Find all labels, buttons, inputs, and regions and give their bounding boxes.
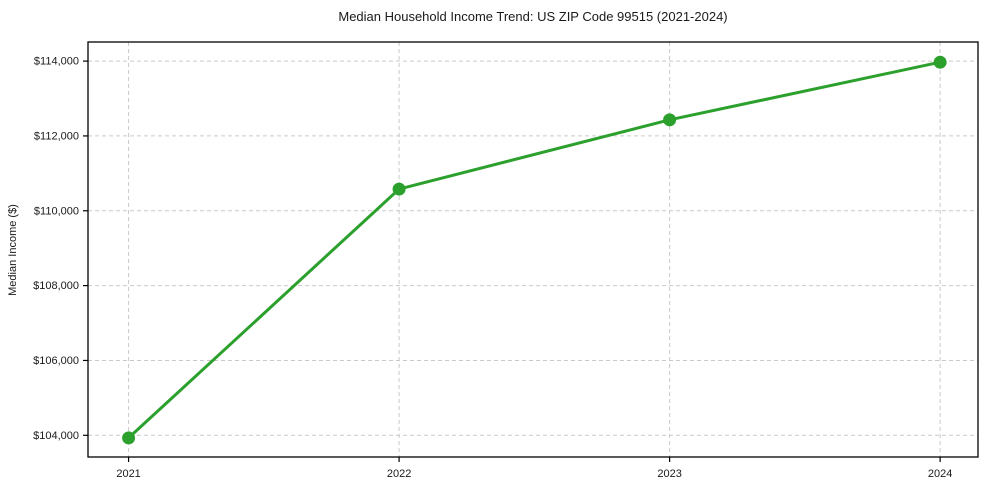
x-tick-label: 2024 [928,468,952,480]
data-point [122,431,136,445]
x-tick-label: 2022 [387,468,411,480]
x-tick-label: 2023 [657,468,681,480]
x-tick-label: 2021 [116,468,140,480]
y-tick-label: $114,000 [34,56,79,68]
y-tick-label: $110,000 [34,205,79,217]
y-tick-label: $104,000 [33,430,79,442]
axes-frame [87,41,979,458]
y-tick-label: $108,000 [33,280,79,292]
plot-area: $104,000 $106,000 $108,000 $110,000 $112,000… [33,41,979,480]
data-point [392,182,406,196]
data-point [933,55,947,69]
income-trend-line [127,60,942,440]
chart-title: Median Household Income Trend: US ZIP Co… [338,9,727,24]
data-point [663,113,677,127]
y-axis-label: Median Income ($) [7,204,19,296]
y-tick-label: $106,000 [33,355,79,367]
y-tick-label: $112,000 [34,130,79,142]
